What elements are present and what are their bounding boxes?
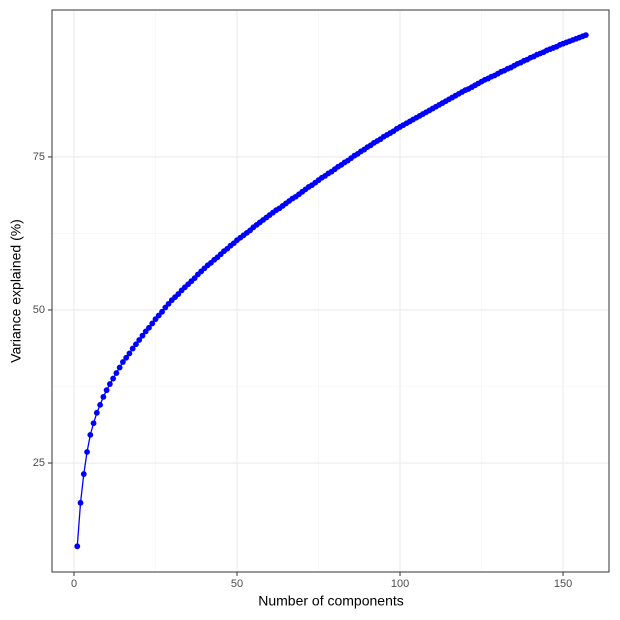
data-point xyxy=(74,543,81,550)
data-point xyxy=(129,345,136,352)
data-point xyxy=(84,449,90,455)
data-point xyxy=(100,394,107,400)
data-point xyxy=(123,354,130,361)
data-point xyxy=(149,320,156,327)
data-point xyxy=(103,387,110,394)
data-point xyxy=(136,337,143,343)
data-point xyxy=(77,499,84,506)
data-point xyxy=(120,359,126,365)
data-point xyxy=(97,401,103,408)
data-point xyxy=(133,341,139,348)
data-point xyxy=(90,420,97,427)
data-point xyxy=(582,32,589,39)
data-point xyxy=(126,350,133,357)
data-point xyxy=(93,409,100,416)
data-point xyxy=(116,364,123,371)
data-point xyxy=(146,324,152,331)
x-axis-title: Number of components xyxy=(258,593,404,609)
x-tick-label: 150 xyxy=(554,578,572,590)
data-point xyxy=(110,375,117,382)
y-tick-label: 50 xyxy=(33,304,45,316)
data-point xyxy=(113,370,120,376)
y-tick-label: 75 xyxy=(33,151,45,163)
y-axis-title: Variance explained (%) xyxy=(8,219,24,363)
x-tick-label: 0 xyxy=(71,578,77,590)
data-point xyxy=(159,308,165,315)
data-point xyxy=(139,332,146,339)
data-point xyxy=(106,381,113,387)
y-tick-label: 25 xyxy=(33,457,45,469)
plot-border xyxy=(51,9,610,573)
x-tick-label: 50 xyxy=(231,578,243,590)
data-point xyxy=(87,431,94,438)
x-tick-label: 100 xyxy=(391,578,409,590)
data-point xyxy=(80,471,87,477)
